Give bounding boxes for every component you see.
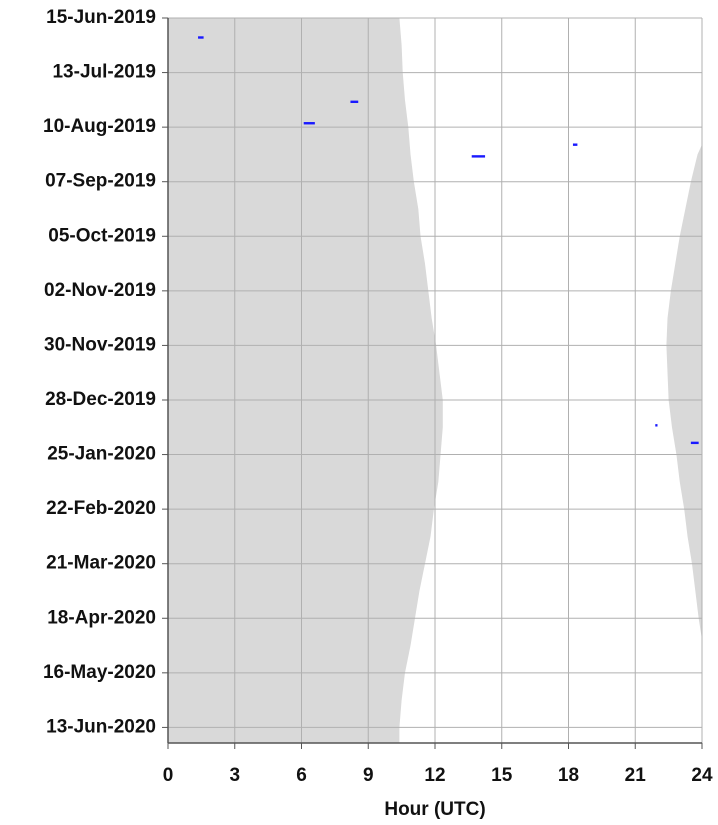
event — [690, 441, 699, 445]
event — [198, 36, 204, 39]
y-tick-label: 10-Aug-2019 — [43, 116, 156, 137]
y-tick-label: 07-Sep-2019 — [45, 171, 156, 192]
event — [350, 100, 359, 104]
y-tick-label: 13-Jun-2020 — [46, 716, 156, 737]
shaded-area — [666, 144, 702, 640]
x-tick-label: 15 — [491, 765, 513, 786]
event — [303, 122, 315, 125]
event — [655, 424, 658, 427]
y-tick-label: 02-Nov-2019 — [44, 280, 156, 301]
x-tick-label: 12 — [424, 765, 445, 786]
x-tick-label: 21 — [625, 765, 647, 786]
y-tick-label: 05-Oct-2019 — [48, 225, 156, 246]
x-tick-label: 6 — [296, 765, 307, 786]
shaded-area — [168, 18, 443, 743]
y-tick-label: 28-Dec-2019 — [45, 389, 156, 410]
event — [572, 143, 578, 146]
y-tick-label: 21-Mar-2020 — [46, 553, 156, 574]
x-tick-label: 24 — [691, 765, 713, 786]
y-tick-label: 16-May-2020 — [43, 662, 156, 683]
y-tick-label: 30-Nov-2019 — [44, 334, 156, 355]
event — [471, 155, 486, 158]
y-tick-label: 15-Jun-2019 — [46, 7, 156, 28]
x-axis-label: Hour (UTC) — [384, 799, 485, 820]
x-tick-label: 3 — [229, 765, 240, 786]
x-tick-label: 9 — [363, 765, 374, 786]
x-tick-label: 0 — [163, 765, 174, 786]
y-tick-label: 13-Jul-2019 — [52, 62, 156, 83]
y-tick-label: 25-Jan-2020 — [47, 444, 156, 465]
x-tick-label: 18 — [558, 765, 579, 786]
y-tick-label: 18-Apr-2020 — [47, 607, 156, 628]
y-tick-label: 22-Feb-2020 — [46, 498, 156, 519]
